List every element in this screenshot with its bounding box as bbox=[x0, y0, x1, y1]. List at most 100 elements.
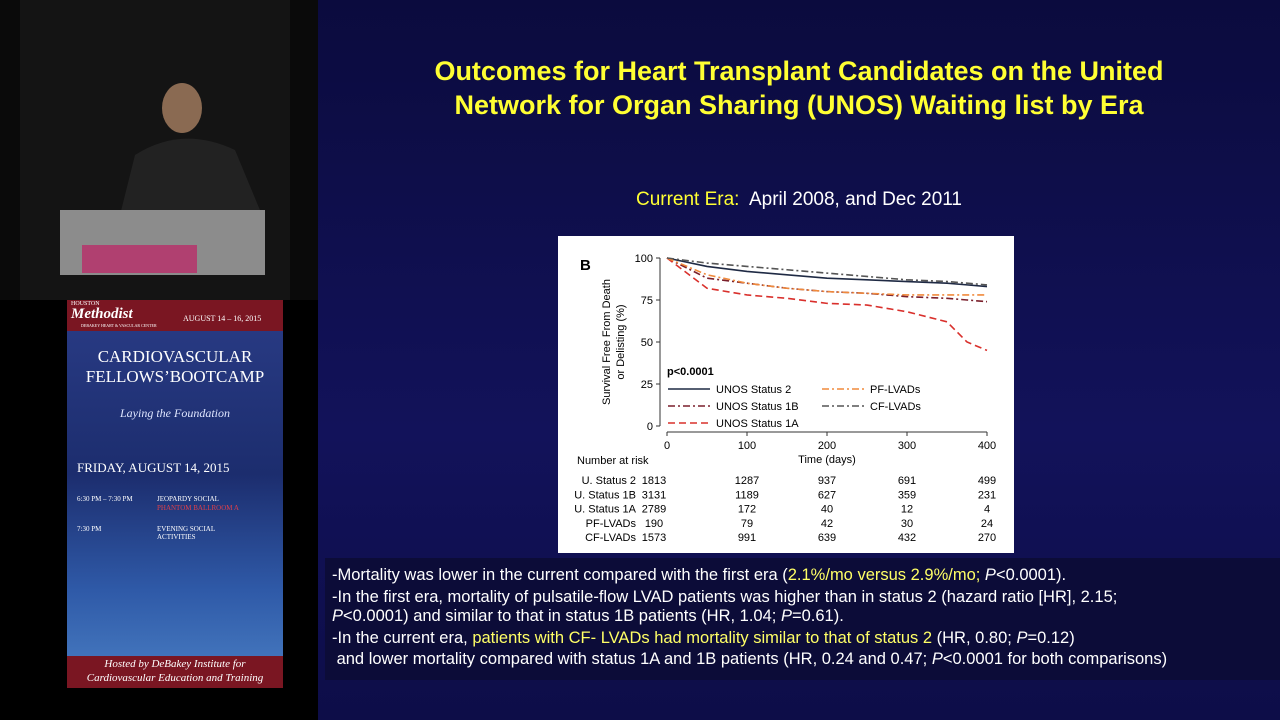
schedule-time: 7:30 PM bbox=[77, 525, 102, 533]
poster-brand-top: HOUSTON bbox=[71, 301, 100, 307]
legend-label: UNOS Status 1A bbox=[716, 418, 799, 430]
schedule-time: 6:30 PM – 7:30 PM bbox=[77, 495, 133, 503]
y-axis-label: Survival Free From Death bbox=[601, 279, 613, 405]
legend-label: UNOS Status 1B bbox=[716, 401, 799, 413]
bullet-line: -Mortality was lower in the current comp… bbox=[332, 566, 1066, 585]
poster-footer-text: Hosted by DeBakey Institute for bbox=[104, 658, 246, 670]
bullet-text: (HR, 0.80; bbox=[932, 629, 1017, 647]
x-tick-label: 100 bbox=[738, 440, 756, 452]
poster-tagline: Laying the Foundation bbox=[120, 406, 230, 420]
risk-title: Number at risk bbox=[577, 455, 649, 467]
y-tick-label: 100 bbox=[635, 253, 653, 265]
risk-value: 24 bbox=[981, 518, 993, 530]
schedule-event: EVENING SOCIAL ACTIVITIES bbox=[157, 525, 215, 541]
risk-value: 40 bbox=[821, 504, 833, 516]
x-tick-label: 300 bbox=[898, 440, 916, 452]
bullet-text: P bbox=[780, 607, 792, 625]
risk-value: 937 bbox=[818, 475, 836, 487]
risk-value: 1813 bbox=[642, 475, 666, 487]
panel-label: B bbox=[580, 257, 591, 274]
bullet-text: -In the first era, mortality of pulsatil… bbox=[332, 588, 1118, 606]
speaker-head bbox=[162, 83, 202, 133]
poster-dates: AUGUST 14 – 16, 2015 bbox=[183, 314, 262, 323]
risk-value: 691 bbox=[898, 475, 916, 487]
risk-value: 79 bbox=[741, 518, 753, 530]
survival-line bbox=[666, 257, 988, 286]
bullet-line: P<0.0001) and similar to that in status … bbox=[332, 607, 844, 626]
bullet-text: =0.61). bbox=[791, 607, 844, 625]
poster-footer-text: Cardiovascular Education and Training bbox=[86, 672, 264, 684]
legend-label: PF-LVADs bbox=[870, 384, 921, 396]
risk-value: 359 bbox=[898, 489, 916, 501]
bullet-text: P bbox=[984, 566, 996, 584]
risk-value: 190 bbox=[645, 518, 663, 530]
slide-title: Network for Organ Sharing (UNOS) Waiting… bbox=[454, 90, 1144, 120]
bullet-text: patients with CF- LVADs had mortality si… bbox=[472, 629, 933, 647]
bullet-text: P bbox=[931, 650, 943, 668]
risk-value: 12 bbox=[901, 504, 913, 516]
risk-value: 499 bbox=[978, 475, 996, 487]
bullet-text: P bbox=[1016, 629, 1028, 647]
poster-title: FELLOWS’BOOTCAMP bbox=[85, 367, 265, 386]
legend-label: CF-LVADs bbox=[870, 401, 921, 413]
risk-row-label: PF-LVADs bbox=[586, 518, 637, 530]
risk-value: 172 bbox=[738, 504, 756, 516]
x-axis-label: Time (days) bbox=[798, 454, 856, 466]
poster-brand: Methodist bbox=[71, 306, 133, 322]
era-text: April 2008, and Dec 2011 bbox=[748, 189, 963, 210]
y-tick-label: 50 bbox=[641, 337, 653, 349]
era-label: Current Era: bbox=[635, 189, 740, 210]
bullet-line: -In the first era, mortality of pulsatil… bbox=[332, 588, 1117, 607]
p-value: p<0.0001 bbox=[667, 366, 714, 378]
bullet-text: =0.12) bbox=[1027, 629, 1075, 647]
bullet-text: -Mortality was lower in the current comp… bbox=[332, 566, 788, 584]
risk-value: 432 bbox=[898, 532, 916, 544]
bullet-text: <0.0001) and similar to that in status 1… bbox=[343, 607, 781, 625]
schedule-place: PHANTOM BALLROOM A bbox=[157, 504, 239, 512]
risk-value: 42 bbox=[821, 518, 833, 530]
risk-value: 991 bbox=[738, 532, 756, 544]
risk-value: 627 bbox=[818, 489, 836, 501]
event-poster: HOUSTON Methodist DEBAKEY HEART & VASCUL… bbox=[67, 300, 283, 688]
risk-value: 30 bbox=[901, 518, 913, 530]
bullet-line: and lower mortality compared with status… bbox=[332, 650, 1168, 669]
poster-day: FRIDAY, AUGUST 14, 2015 bbox=[77, 460, 230, 475]
x-tick-label: 200 bbox=[818, 440, 836, 452]
bullet-line: -In the current era, patients with CF- L… bbox=[332, 629, 1075, 648]
bullet-text: 2.1%/mo versus 2.9%/mo; bbox=[787, 566, 985, 584]
x-tick-label: 400 bbox=[978, 440, 996, 452]
bullet-text: <0.0001 for both comparisons) bbox=[942, 650, 1168, 668]
risk-value: 270 bbox=[978, 532, 996, 544]
risk-value: 1573 bbox=[642, 532, 666, 544]
speaker-body bbox=[120, 138, 262, 215]
poster-header bbox=[67, 300, 283, 331]
era-line: Current Era: April 2008, and Dec 2011 bbox=[318, 189, 1280, 211]
risk-value: 4 bbox=[984, 504, 990, 516]
risk-value: 3131 bbox=[642, 489, 666, 501]
y-tick-label: 25 bbox=[641, 379, 653, 391]
bullet-text: and lower mortality compared with status… bbox=[332, 650, 932, 668]
speaker-video bbox=[0, 0, 318, 300]
legend-label: UNOS Status 2 bbox=[716, 384, 791, 396]
risk-row-label: U. Status 1A bbox=[574, 504, 636, 516]
y-tick-label: 0 bbox=[647, 421, 653, 433]
slide-title: Outcomes for Heart Transplant Candidates… bbox=[434, 56, 1164, 86]
risk-value: 2789 bbox=[642, 504, 666, 516]
x-tick-label: 0 bbox=[664, 440, 670, 452]
poster-title: CARDIOVASCULAR bbox=[97, 347, 253, 366]
bullet-text: -In the current era, bbox=[332, 629, 473, 647]
bullet-text: P bbox=[332, 607, 344, 625]
risk-row-label: CF-LVADs bbox=[585, 532, 636, 544]
y-tick-label: 75 bbox=[641, 295, 653, 307]
schedule-event: JEOPARDY SOCIAL bbox=[157, 495, 219, 503]
survival-chart: 0 25 50 75 100 0 100 200 300 400 Time (days) Surviv… bbox=[558, 236, 1014, 553]
risk-value: 231 bbox=[978, 489, 996, 501]
risk-value: 639 bbox=[818, 532, 836, 544]
risk-row-label: U. Status 2 bbox=[582, 475, 636, 487]
survival-line bbox=[666, 257, 988, 352]
poster-brand-sub: DEBAKEY HEART & VASCULAR CENTER bbox=[81, 323, 157, 328]
bullet-box: -Mortality was lower in the current comp… bbox=[325, 558, 1280, 680]
poster-footer bbox=[67, 656, 283, 688]
podium-sign bbox=[82, 245, 197, 273]
